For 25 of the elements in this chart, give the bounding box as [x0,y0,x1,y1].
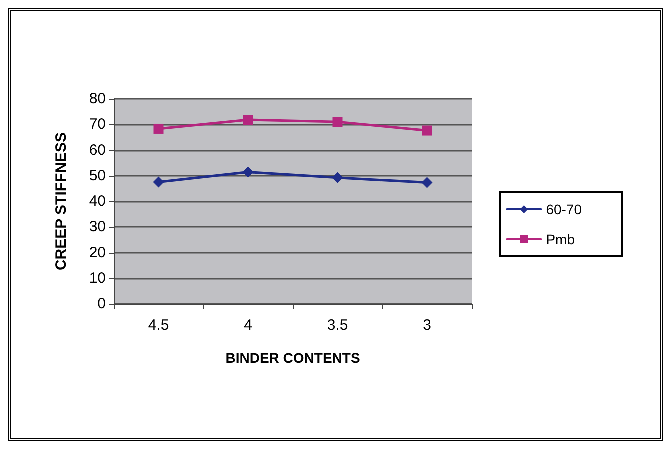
y-tick-label: 70 [89,116,106,134]
point [242,166,254,178]
y-tick-label: 50 [89,167,106,184]
legend-label: 60-70 [546,202,582,218]
point [243,115,254,126]
y-tick-label: 30 [89,218,106,236]
point [154,124,164,134]
x-axis-title: BINDER CONTENTS [226,350,360,366]
y-tick-label: 0 [98,296,106,312]
point [332,172,344,184]
y-tick-label: 80 [89,90,106,108]
legend-label: Pmb [546,232,576,248]
y-axis-title: CREEP STIFFNESS [53,132,70,271]
x-tick-label: 3.5 [327,317,348,334]
y-tick-label: 10 [89,270,106,287]
point [422,126,432,136]
y-tick-label: 60 [89,142,106,159]
x-tick-label: 4.5 [148,317,170,334]
x-tick-label: 4 [244,317,252,334]
y-tick-label: 20 [89,244,106,262]
point [422,177,433,188]
y-tick-label: 40 [89,193,106,210]
point [153,176,164,188]
point [332,117,343,128]
x-tick-label: 3 [423,317,432,334]
